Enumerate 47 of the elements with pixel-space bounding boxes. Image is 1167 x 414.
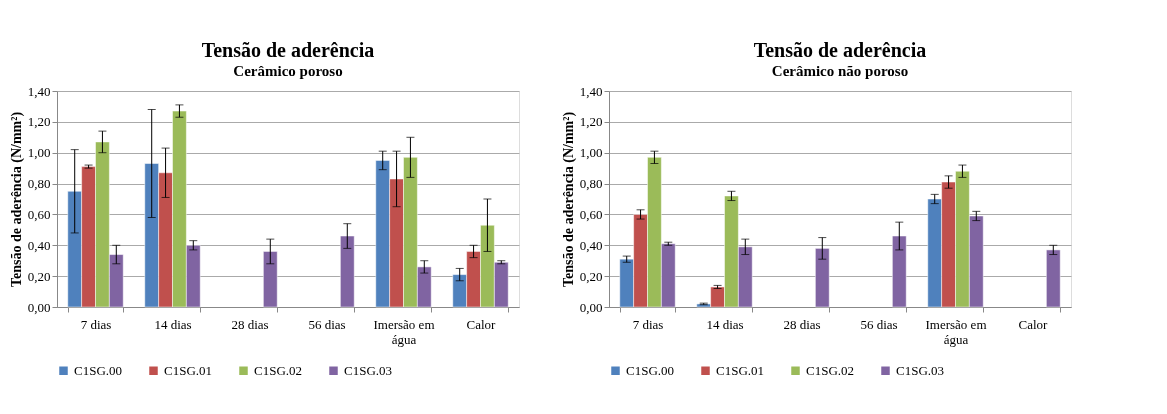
bar [263,251,278,308]
y-tick-label: 0,80 [579,176,603,192]
x-tick-label: 56 dias [860,316,898,332]
x-tick-label: Imersão em água [373,316,435,347]
legend-label: C1SG.02 [254,362,303,378]
legend-label: C1SG.00 [626,362,675,378]
bar [1046,249,1061,308]
y-tick-label: 1,40 [27,83,51,99]
y-tick-label: 0,20 [579,268,603,284]
x-tick-label: Imersão em água [925,316,987,347]
x-tick-label: 14 dias [706,316,744,332]
y-tick-label: 1,20 [27,114,51,130]
chart-title: Tensão de aderência [753,39,927,61]
x-tick-label: Calor [1018,316,1049,332]
bar [340,235,355,308]
legend-label: C1SG.01 [716,362,765,378]
y-tick-label: 0,40 [579,237,603,253]
x-tick-label: 28 dias [231,316,269,332]
x-tick-label: 56 dias [308,316,346,332]
chart-title: Tensão de aderência [201,39,375,61]
x-tick-label: 14 dias [154,316,192,332]
bar [892,235,907,308]
y-tick-label: 1,40 [579,83,603,99]
x-tick-label: 7 dias [80,316,112,332]
legend-label: C1SG.03 [344,362,393,378]
y-tick-label: 0,20 [27,268,51,284]
x-tick-label: Calor [466,316,497,332]
y-tick-label: 0,80 [27,176,51,192]
y-tick-label: 1,00 [27,145,51,161]
y-tick-label: 0,40 [27,237,51,253]
chart-subtitle: Cerâmico poroso [233,63,343,79]
bar [815,248,830,308]
legend-label: C1SG.03 [896,362,945,378]
y-tick-label: 0,60 [579,206,603,222]
x-tick-label: 7 dias [632,316,664,332]
x-tick-label: 28 dias [783,316,821,332]
y-tick-label: 1,00 [579,145,603,161]
y-axis-title: Tensão de aderência (N/mm²) [8,111,25,288]
legend-label: C1SG.01 [164,362,213,378]
chart-subtitle: Cerâmico não poroso [771,63,909,79]
y-tick-label: 0,00 [27,299,51,315]
legend-label: C1SG.00 [74,362,123,378]
y-tick-label: 0,00 [579,299,603,315]
legend-label: C1SG.02 [806,362,855,378]
y-tick-label: 0,60 [27,206,51,222]
y-tick-label: 1,20 [579,114,603,130]
y-axis-title: Tensão de aderência (N/mm²) [560,111,577,288]
